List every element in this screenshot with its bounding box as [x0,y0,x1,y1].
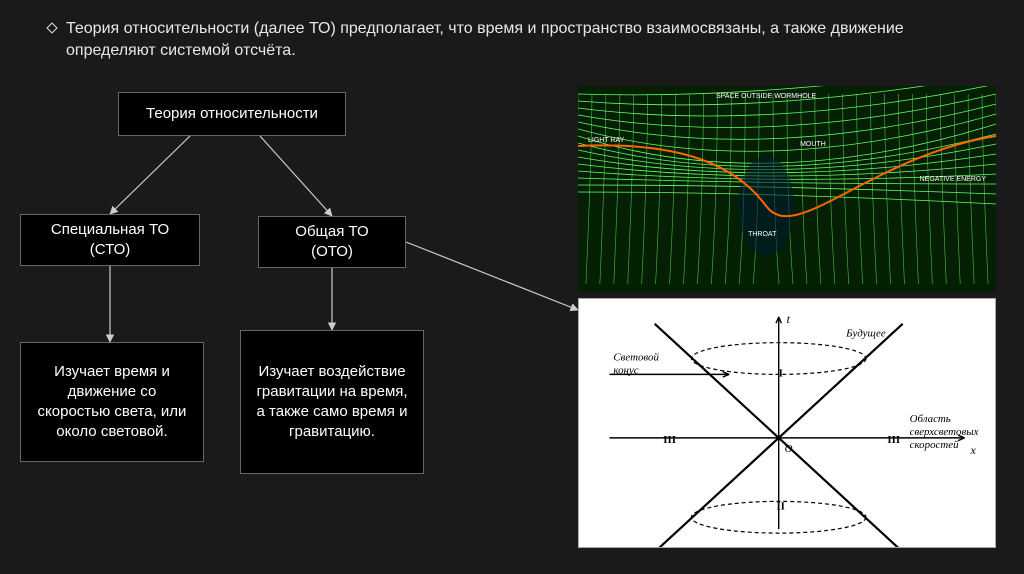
bullet-icon [46,22,57,33]
svg-text:сверхсветовых: сверхсветовых [910,426,979,438]
slide-header: Теория относительности (далее ТО) предпо… [48,18,984,63]
node-sto: Специальная ТО(СТО) [20,214,200,266]
svg-text:конус: конус [613,364,638,376]
svg-text:t: t [787,312,791,326]
svg-text:SPACE OUTSIDE WORMHOLE: SPACE OUTSIDE WORMHOLE [716,93,817,100]
node-oto-desc: Изучает воздействие гравитации на время,… [240,330,424,474]
node-oto: Общая ТО(ОТО) [258,216,406,268]
svg-text:O: O [785,443,793,455]
svg-text:LIGHT RAY: LIGHT RAY [588,137,625,144]
lightcone-diagram: txOIIIIIIIIIБудущееСветовойконусОбластьс… [578,298,996,548]
svg-text:Область: Область [910,413,951,425]
node-root: Теория относительности [118,92,346,136]
svg-text:II: II [776,500,785,512]
svg-text:скоростей: скоростей [910,439,959,451]
svg-text:x: x [970,443,977,457]
svg-text:MOUTH: MOUTH [800,141,826,148]
svg-text:III: III [887,434,900,446]
svg-text:NEGATIVE ENERGY: NEGATIVE ENERGY [920,176,987,183]
header-text: Теория относительности (далее ТО) предпо… [66,18,984,63]
svg-text:III: III [663,434,676,446]
node-sto-desc: Изучает время и движение со скоростью св… [20,342,204,462]
svg-text:Будущее: Будущее [845,328,886,340]
svg-text:Световой: Световой [613,352,659,364]
wormhole-illustration: SPACE OUTSIDE WORMHOLE LIGHT RAY MOUTH THRO… [578,86,996,292]
svg-text:THROAT: THROAT [748,231,777,238]
svg-text:I: I [779,367,783,379]
